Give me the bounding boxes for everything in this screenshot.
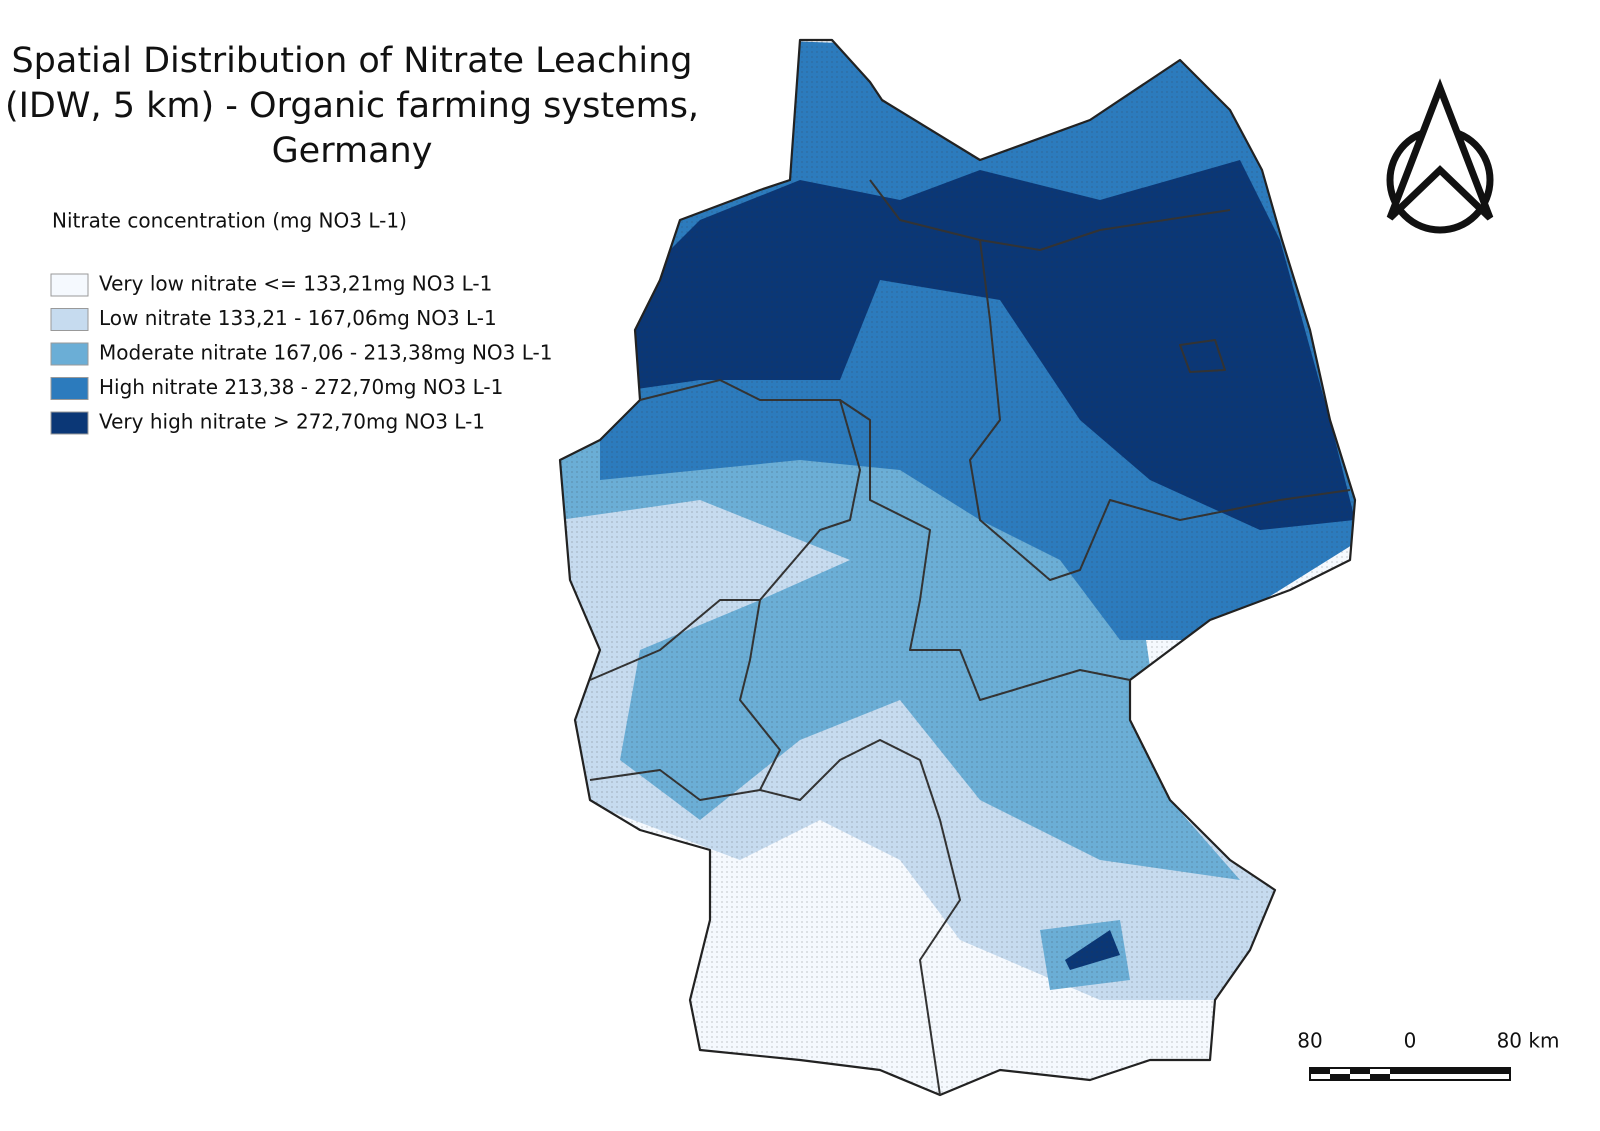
state-border [589,379,861,681]
state-border [1179,339,1226,373]
nitrate-map [560,40,1355,1095]
scale-label: 80 [1297,1029,1322,1053]
map-title: Spatial Distribution of Nitrate Leaching… [5,41,699,171]
title-line: (IDW, 5 km) - Organic farming systems, [5,86,699,126]
scale-label: 80 km [1497,1029,1560,1053]
legend-label: High nitrate 213,38 - 272,70mg NO3 L-1 [99,375,503,399]
state-border [969,239,1351,581]
title-line: Spatial Distribution of Nitrate Leaching [11,41,692,81]
north-arrow [1386,78,1494,234]
scale-label: 0 [1404,1029,1417,1053]
state-border [839,399,1131,701]
state-border [589,769,761,801]
legend-title: Nitrate concentration (mg NO3 L-1) [52,209,407,233]
legend: Very low nitrate <= 133,21mg NO3 L-1 Low … [50,272,552,435]
legend-label: Very high nitrate > 272,70mg NO3 L-1 [99,410,485,434]
state-borders [589,179,1351,1096]
scale-bar-segment [1310,1068,1330,1074]
scale-bar-segment [1390,1068,1410,1074]
scale-bar: 80 0 80 km [1297,1029,1559,1081]
legend-swatch [50,377,89,400]
legend-label: Very low nitrate <= 133,21mg NO3 L-1 [99,272,492,296]
legend-swatch [50,308,89,331]
scale-bar-segment [1330,1074,1350,1080]
title-line: Germany [272,131,433,171]
state-border [739,599,961,1096]
legend-swatch [50,411,89,435]
scale-bar-segment [1350,1068,1370,1074]
state-border [869,179,1231,251]
legend-label: Moderate nitrate 167,06 - 213,38mg NO3 L… [99,341,552,365]
legend-label: Low nitrate 133,21 - 167,06mg NO3 L-1 [99,306,497,330]
north-arrow-head [1386,78,1494,221]
legend-swatch [50,273,89,297]
legend-swatch [50,342,89,366]
sample-dots [560,40,1355,1095]
scale-bar-segment [1410,1068,1510,1074]
scale-bar-segment [1370,1074,1390,1080]
